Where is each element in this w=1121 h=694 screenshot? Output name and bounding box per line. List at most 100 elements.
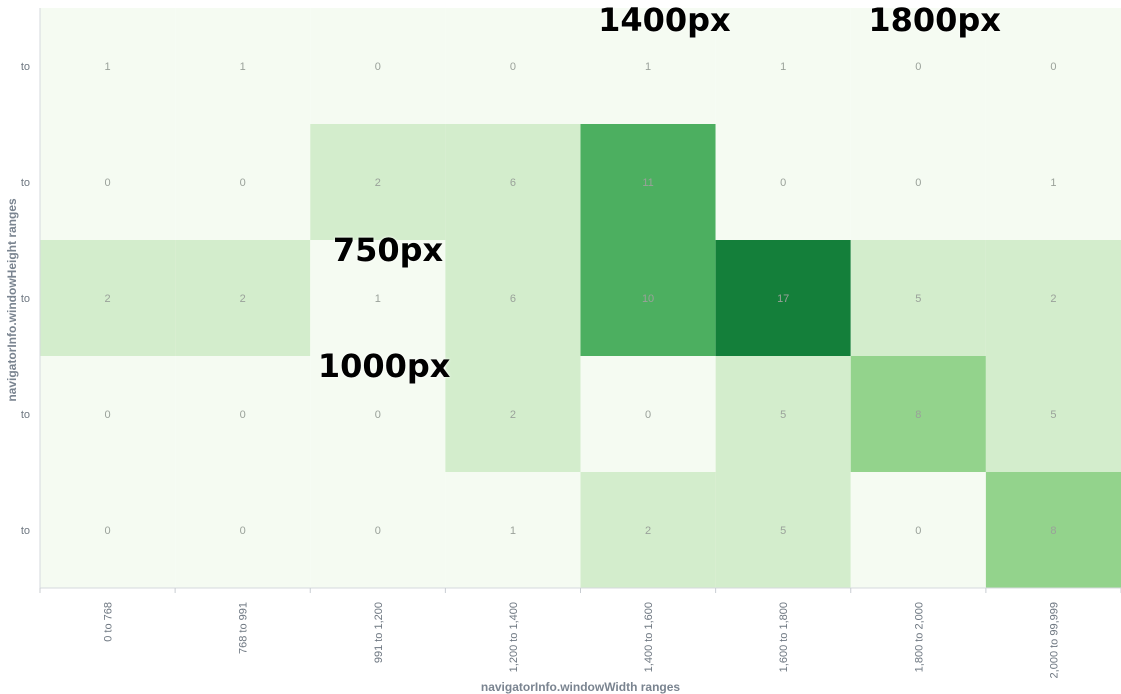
cell-value-label: 0 xyxy=(375,61,381,73)
heatmap-cell[interactable] xyxy=(175,8,311,124)
cell-value-label: 2 xyxy=(510,409,516,421)
heatmap-cell[interactable] xyxy=(715,356,851,472)
cell-value-label: 2 xyxy=(105,293,111,305)
heatmap-cell[interactable] xyxy=(985,124,1121,240)
heatmap-cell[interactable] xyxy=(175,240,311,356)
cell-value-label: 0 xyxy=(510,61,516,73)
cell-value-label: 0 xyxy=(375,409,381,421)
cell-value-label: 6 xyxy=(510,177,516,189)
cell-value-label: 5 xyxy=(1050,409,1056,421)
y-tick-label: to xyxy=(21,61,30,73)
cell-value-label: 8 xyxy=(1050,525,1056,537)
cell-value-label: 5 xyxy=(780,409,786,421)
cell-value-label: 0 xyxy=(645,409,651,421)
heatmap-cell[interactable] xyxy=(715,8,851,124)
heatmap-cell[interactable] xyxy=(40,124,176,240)
heatmap-cell[interactable] xyxy=(40,8,176,124)
cell-value-label: 0 xyxy=(375,525,381,537)
annotation-label: 1400px xyxy=(598,1,731,39)
heatmap-cell[interactable] xyxy=(985,356,1121,472)
cell-value-label: 1 xyxy=(240,61,246,73)
cell-value-label: 17 xyxy=(777,293,789,305)
heatmap-cell[interactable] xyxy=(445,8,581,124)
cell-value-label: 2 xyxy=(645,525,651,537)
cell-value-label: 11 xyxy=(642,177,653,189)
heatmap-cell[interactable] xyxy=(175,124,311,240)
y-tick-label: to xyxy=(21,525,30,537)
cell-value-label: 2 xyxy=(1050,293,1056,305)
heatmap-cell[interactable] xyxy=(715,240,851,356)
x-tick-label: 2,000 to 99,999 xyxy=(1048,602,1060,678)
x-tick-label: 1,200 to 1,400 xyxy=(508,602,520,672)
heatmap-cell[interactable] xyxy=(850,472,986,588)
heatmap-cell[interactable] xyxy=(580,8,716,124)
x-tick-label: 1,600 to 1,800 xyxy=(778,602,790,672)
cell-value-label: 5 xyxy=(915,293,921,305)
cell-value-label: 1 xyxy=(645,61,651,73)
cell-value-label: 0 xyxy=(1050,61,1056,73)
heatmap-cell[interactable] xyxy=(445,472,581,588)
heatmap-cell[interactable] xyxy=(445,124,581,240)
heatmap-cell[interactable] xyxy=(580,240,716,356)
cell-value-label: 0 xyxy=(240,409,246,421)
heatmap-cell[interactable] xyxy=(580,124,716,240)
heatmap-cell[interactable] xyxy=(850,240,986,356)
cell-value-label: 6 xyxy=(510,293,516,305)
heatmap-cell[interactable] xyxy=(310,8,446,124)
x-axis-title: navigatorInfo.windowWidth ranges xyxy=(480,680,681,694)
heatmap-cell[interactable] xyxy=(310,472,446,588)
heatmap-cell[interactable] xyxy=(580,472,716,588)
heatmap-cell[interactable] xyxy=(850,356,986,472)
heatmap-cell[interactable] xyxy=(40,240,176,356)
heatmap-cell[interactable] xyxy=(40,472,176,588)
heatmap-cell[interactable] xyxy=(445,356,581,472)
annotation-label: 1800px xyxy=(868,1,1001,39)
cell-value-label: 0 xyxy=(105,409,111,421)
heatmap-cell[interactable] xyxy=(850,8,986,124)
heatmap-cell[interactable] xyxy=(40,356,176,472)
y-axis: to to to to to xyxy=(21,8,41,588)
heatmap-cell[interactable] xyxy=(850,124,986,240)
heatmap-cell[interactable] xyxy=(310,240,446,356)
cell-value-label: 2 xyxy=(240,293,246,305)
annotation-label: 1000px xyxy=(317,347,451,385)
cell-value-labels: 1 1 0 0 1 1 0 00 0 2 6 11 0 0 12 2 1 6 10 17 5 20 0 0 2 0 5 8 50 0 0 1 2… xyxy=(105,61,1057,537)
heatmap-cell[interactable] xyxy=(310,124,446,240)
cell-value-label: 0 xyxy=(105,177,111,189)
x-tick-label: 1,400 to 1,600 xyxy=(643,602,655,672)
y-axis-title: navigatorInfo.windowHeight ranges xyxy=(5,198,19,402)
y-tick-label: to xyxy=(21,177,30,189)
x-axis: 0 to 768 768 to 991 991 to 1,200 1,200 to 1… xyxy=(39,587,1121,678)
x-tick-label: 0 to 768 xyxy=(103,602,115,642)
heatmap-cell[interactable] xyxy=(310,356,446,472)
heatmap-cell[interactable] xyxy=(985,8,1121,124)
x-tick-label: 991 to 1,200 xyxy=(373,602,385,663)
heatmap-cell[interactable] xyxy=(715,124,851,240)
heatmap-cell[interactable] xyxy=(715,472,851,588)
heatmap-cell[interactable] xyxy=(985,472,1121,588)
cell-value-label: 1 xyxy=(105,61,111,73)
heatmap-cell[interactable] xyxy=(175,472,311,588)
cell-value-label: 0 xyxy=(780,177,786,189)
heatmap-cell[interactable] xyxy=(445,240,581,356)
cell-value-label: 1 xyxy=(510,525,516,537)
heatmap-cell[interactable] xyxy=(580,356,716,472)
heatmap-cell[interactable] xyxy=(175,356,311,472)
cell-value-label: 0 xyxy=(915,61,921,73)
cell-value-label: 0 xyxy=(240,525,246,537)
cell-value-label: 10 xyxy=(642,293,654,305)
cell-value-label: 0 xyxy=(240,177,246,189)
heatmap-cell[interactable] xyxy=(985,240,1121,356)
annotation-label: 750px xyxy=(332,231,444,269)
cell-value-label: 1 xyxy=(780,61,786,73)
cell-value-label: 2 xyxy=(375,177,381,189)
cell-value-label: 0 xyxy=(915,525,921,537)
cell-value-label: 8 xyxy=(915,409,921,421)
x-tick-label: 768 to 991 xyxy=(238,602,250,654)
cell-value-label: 5 xyxy=(780,525,786,537)
heatmap-cells xyxy=(40,8,1121,588)
cell-value-label: 0 xyxy=(915,177,921,189)
cell-value-label: 1 xyxy=(1050,177,1056,189)
cell-value-label: 1 xyxy=(375,293,381,305)
